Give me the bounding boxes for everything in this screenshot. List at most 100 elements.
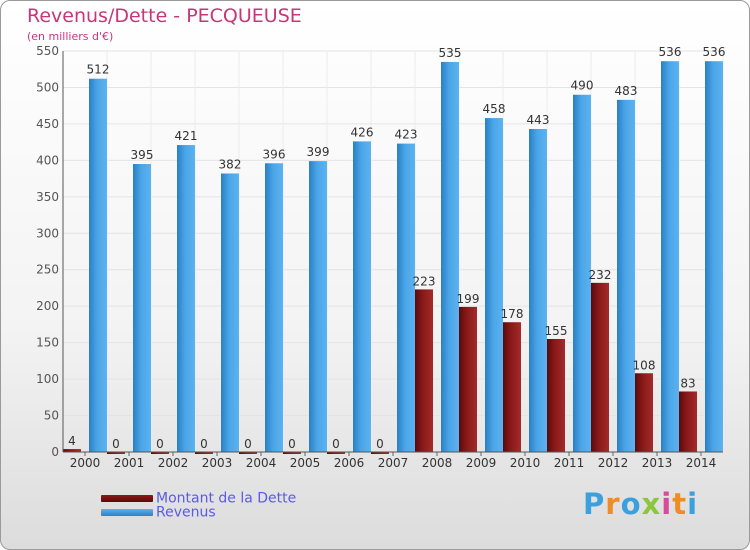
bar-dette-2006 <box>327 452 345 454</box>
x-tick-label-2012: 2012 <box>598 456 629 470</box>
x-tick-label-2006: 2006 <box>334 456 365 470</box>
y-tick-label: 300 <box>36 226 59 240</box>
data-label-dette-2005: 0 <box>288 437 296 451</box>
bar-dette-2014 <box>679 391 697 452</box>
bar-revenus-2012 <box>617 99 635 452</box>
x-tick-label-2010: 2010 <box>510 456 541 470</box>
data-label-dette-2008: 223 <box>413 274 436 288</box>
data-label-dette-2013: 108 <box>633 358 656 372</box>
x-tick-label-2008: 2008 <box>422 456 453 470</box>
bar-dette-2009 <box>459 306 477 452</box>
data-label-dette-2006: 0 <box>332 437 340 451</box>
bar-dette-2010 <box>503 322 521 452</box>
logo-letter: i <box>687 487 699 521</box>
y-tick-label: 200 <box>36 299 59 313</box>
x-tick-label-2011: 2011 <box>554 456 585 470</box>
data-label-dette-2012: 232 <box>589 268 612 282</box>
data-label-revenus-2001: 395 <box>131 148 154 162</box>
logo-letter: t <box>672 487 688 521</box>
data-label-dette-2014: 83 <box>680 376 695 390</box>
data-label-dette-2004: 0 <box>244 437 252 451</box>
y-tick-label: 350 <box>36 190 59 204</box>
data-label-revenus-2004: 396 <box>263 147 286 161</box>
data-label-dette-2009: 199 <box>457 292 480 306</box>
bar-dette-2003 <box>195 452 213 454</box>
data-label-revenus-2003: 382 <box>219 157 242 171</box>
x-tick-label-2000: 2000 <box>70 456 101 470</box>
legend-swatch-revenus <box>101 509 153 516</box>
bar-revenus-2009 <box>485 118 503 453</box>
bar-revenus-2013 <box>661 61 679 452</box>
legend-label-dette: Montant de la Dette <box>156 490 297 507</box>
chart-title: Revenus/Dette - PECQUEUSE <box>27 5 302 27</box>
bar-dette-2013 <box>635 373 653 452</box>
bar-dette-2002 <box>151 452 169 454</box>
x-tick-label-2007: 2007 <box>378 456 409 470</box>
bar-dette-2000 <box>63 449 81 452</box>
bar-revenus-2010 <box>529 129 547 452</box>
x-tick-label-2014: 2014 <box>686 456 717 470</box>
bar-dette-2008 <box>415 289 433 452</box>
labels-layer: 4 512 0 395 0 421 0 382 0 396 0 399 0 426 0 423 223 535 19… <box>68 45 725 451</box>
data-label-revenus-2005: 399 <box>307 145 330 159</box>
bar-dette-2007 <box>371 452 389 454</box>
bar-revenus-2002 <box>177 145 195 452</box>
bar-revenus-2005 <box>309 161 327 453</box>
data-label-revenus-2014: 536 <box>703 45 726 59</box>
bars-layer <box>63 61 723 454</box>
data-label-dette-2002: 0 <box>156 437 164 451</box>
data-label-revenus-2011: 490 <box>571 79 594 93</box>
proxiti-logo: Proxiti <box>583 487 698 521</box>
y-tick-label: 550 <box>36 44 59 58</box>
bar-revenus-2006 <box>353 141 371 452</box>
bar-revenus-2011 <box>573 94 591 452</box>
y-tick-label: 150 <box>36 336 59 350</box>
legend-item-dette: Montant de la Dette <box>101 488 296 507</box>
x-tick-label-2009: 2009 <box>466 456 497 470</box>
data-label-revenus-2007: 423 <box>395 128 418 142</box>
bar-revenus-2003 <box>221 173 239 452</box>
data-label-revenus-2006: 426 <box>351 125 374 139</box>
data-label-dette-2000: 4 <box>68 434 76 448</box>
bar-revenus-2008 <box>441 61 459 452</box>
data-label-revenus-2013: 536 <box>659 45 682 59</box>
data-label-revenus-2010: 443 <box>527 113 550 127</box>
logo-letter: o <box>620 487 642 521</box>
data-label-revenus-2000: 512 <box>87 63 110 77</box>
legend-label-revenus: Revenus <box>156 504 216 521</box>
chart-subtitle: (en milliers d'€) <box>27 30 114 43</box>
bar-dette-2001 <box>107 452 125 454</box>
logo-letter: P <box>583 487 606 521</box>
bar-revenus-2004 <box>265 163 283 452</box>
y-tick-label: 0 <box>51 445 59 459</box>
data-label-dette-2001: 0 <box>112 437 120 451</box>
bar-revenus-2014 <box>705 61 723 452</box>
data-label-dette-2010: 178 <box>501 307 524 321</box>
x-tick-label-2005: 2005 <box>290 456 321 470</box>
bar-dette-2004 <box>239 452 257 454</box>
bar-dette-2005 <box>283 452 301 454</box>
y-tick-label: 100 <box>36 372 59 386</box>
logo-letter: i <box>661 487 673 521</box>
logo-letter: r <box>605 487 621 521</box>
data-label-revenus-2008: 535 <box>439 46 462 60</box>
data-label-revenus-2002: 421 <box>175 129 198 143</box>
y-tick-label: 400 <box>36 153 59 167</box>
y-tick-label: 250 <box>36 263 59 277</box>
y-tick-label: 500 <box>36 80 59 94</box>
bar-dette-2012 <box>591 282 609 452</box>
x-tick-label-2002: 2002 <box>158 456 189 470</box>
data-label-dette-2003: 0 <box>200 437 208 451</box>
logo-letter: x <box>641 487 662 521</box>
data-label-dette-2007: 0 <box>376 437 384 451</box>
legend-swatch-dette <box>101 495 153 502</box>
data-label-dette-2011: 155 <box>545 324 568 338</box>
data-label-revenus-2009: 458 <box>483 102 506 116</box>
x-tick-label-2003: 2003 <box>202 456 233 470</box>
bar-revenus-2000 <box>89 78 107 453</box>
y-tick-label: 50 <box>44 409 59 423</box>
x-tick-label-2001: 2001 <box>114 456 145 470</box>
